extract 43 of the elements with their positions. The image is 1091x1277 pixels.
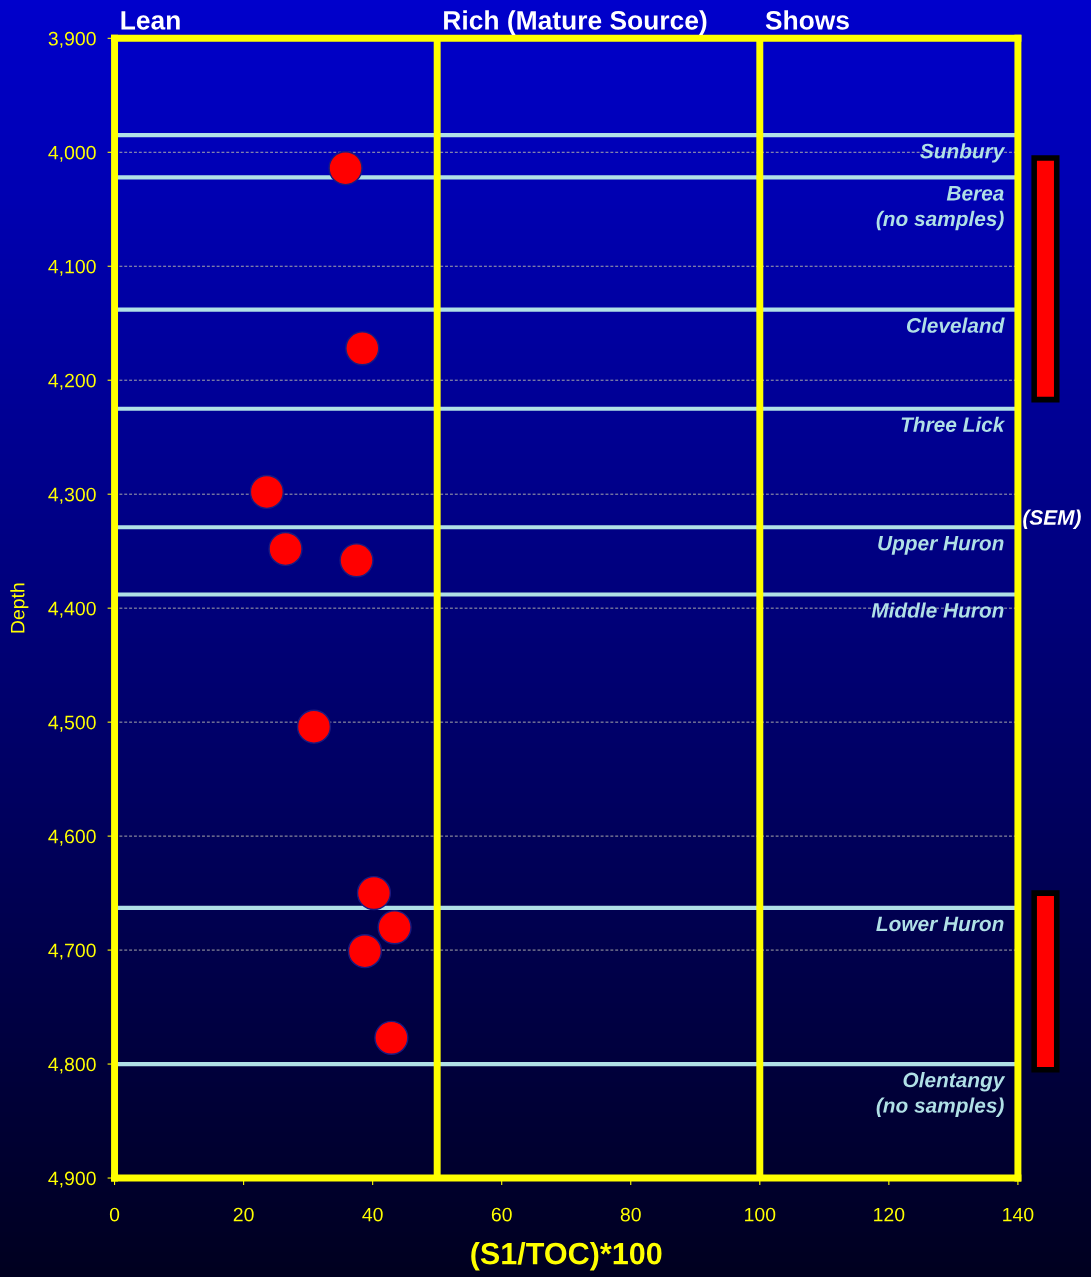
x-tick-label: 40 [362,1207,383,1222]
y-tick-label: 4,700 [48,943,96,960]
ref-line-label: Middle Huron [871,602,1004,618]
text: Shows [765,10,849,30]
x-tick-label: 80 [620,1207,641,1222]
y-tick-label: 4,900 [48,1171,96,1188]
text: Rich (Mature Source) [444,10,707,35]
text: (SEM) [1023,509,1081,529]
y-tick-label: 4,400 [48,601,96,618]
x-tick-label: 100 [745,1207,776,1222]
ref-line-label: Three Lick [901,416,1006,432]
x-tick-label: 60 [491,1207,512,1222]
point [249,474,284,510]
y-tick-label: 4,100 [48,259,96,276]
ref-line-label: Upper Huron [878,535,1004,555]
ref-line-label: Berea (no samples) [876,186,1004,231]
x-tick-label: 140 [1003,1207,1034,1222]
y-tick-label: 4,600 [48,829,96,846]
ref-line-label: Cleveland [906,317,1005,333]
point [339,543,374,578]
ref-line-label: Olentangy (no samples) [876,1072,1006,1117]
point [374,1020,409,1055]
x-tick-label: 0 [109,1207,120,1222]
point [347,934,383,969]
point [328,151,363,186]
point [268,531,303,567]
y-tick-label: 4,800 [48,1057,96,1074]
y-tick-label: 4,300 [48,487,96,504]
ref-line-label: Sunbury [920,143,1006,163]
x-tick-label: 20 [233,1207,254,1222]
y-tick-label: 4,000 [48,145,96,162]
y-axis-title: Depth [10,583,29,633]
point [345,331,380,366]
point [377,910,412,945]
y-tick-label: 4,500 [48,715,96,732]
text: Lean [121,11,180,30]
x-tick-label: 120 [874,1207,905,1222]
y-tick-label: 4,200 [48,373,96,390]
point [296,709,332,744]
x-axis-title: (S1/TOC)*100 [471,1241,662,1271]
point [356,875,392,911]
ref-line-label: Lower Huron [876,916,1004,932]
y-tick-label: 3,900 [48,31,96,48]
